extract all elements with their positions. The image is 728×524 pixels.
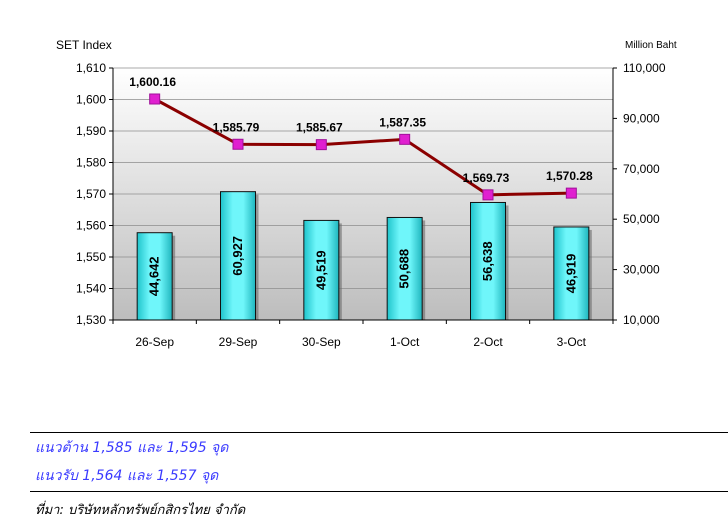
bar-value-label: 44,642 bbox=[147, 256, 162, 296]
left-tick-label: 1,580 bbox=[76, 156, 106, 170]
bar-value-label: 50,688 bbox=[397, 249, 412, 289]
right-tick-label: 30,000 bbox=[623, 263, 660, 277]
x-tick-label: 2-Oct bbox=[473, 335, 503, 349]
right-tick-label: 110,000 bbox=[623, 61, 666, 75]
x-tick-label: 3-Oct bbox=[557, 335, 587, 349]
bar bbox=[386, 216, 423, 321]
bar bbox=[136, 232, 173, 321]
line-marker bbox=[232, 138, 244, 150]
left-tick-label: 1,540 bbox=[76, 282, 106, 296]
line-value-label: 1,570.28 bbox=[546, 169, 593, 183]
left-tick-label: 1,530 bbox=[76, 313, 106, 327]
bar-value-label: 46,919 bbox=[563, 254, 578, 294]
right-axis-title: Million Baht bbox=[625, 40, 677, 51]
right-tick-label: 70,000 bbox=[623, 162, 660, 176]
left-tick-label: 1,560 bbox=[76, 219, 106, 233]
resistance-note: แนวต้าน 1,585 และ 1,595 จุด bbox=[35, 440, 229, 456]
line-value-label: 1,587.35 bbox=[379, 115, 426, 129]
line-value-label: 1,600.16 bbox=[129, 75, 176, 89]
line-marker bbox=[315, 139, 327, 151]
line-marker bbox=[149, 93, 161, 105]
bar bbox=[470, 201, 506, 321]
x-tick-label: 29-Sep bbox=[219, 335, 258, 349]
line-marker bbox=[565, 187, 577, 199]
support-note: แนวรับ 1,564 และ 1,557 จุด bbox=[35, 468, 219, 484]
set-index-line bbox=[153, 97, 572, 197]
source-note: ที่มา: บริษัทหลักทรัพย์กสิกรไทย จำกัด bbox=[35, 503, 246, 518]
divider-top bbox=[30, 432, 728, 433]
x-tick-label: 30-Sep bbox=[302, 335, 341, 349]
left-tick-label: 1,610 bbox=[76, 61, 106, 75]
line-value-label: 1,569.73 bbox=[463, 171, 510, 185]
left-tick-label: 1,590 bbox=[76, 124, 106, 138]
chart-svg: 1,610 1,600 1,590 1,580 1,570 1,560 1,550 1,540… bbox=[76, 61, 666, 349]
right-tick-label: 50,000 bbox=[623, 212, 660, 226]
bar bbox=[220, 191, 256, 321]
left-tick-label: 1,570 bbox=[76, 187, 106, 201]
right-tick-label: 10,000 bbox=[623, 313, 660, 327]
line-marker bbox=[399, 133, 411, 145]
bar bbox=[303, 219, 340, 321]
left-axis-title: SET Index bbox=[56, 38, 112, 52]
chart: SET Index Million Baht 1,610 1,600 1,590 1,… bbox=[56, 38, 677, 349]
line-marker bbox=[482, 189, 494, 201]
bar-value-label: 56,638 bbox=[480, 241, 495, 281]
x-tick-label: 26-Sep bbox=[135, 335, 174, 349]
line-value-label: 1,585.67 bbox=[296, 121, 343, 135]
left-tick-label: 1,600 bbox=[76, 93, 106, 107]
x-tick-label: 1-Oct bbox=[390, 335, 420, 349]
left-tick-label: 1,550 bbox=[76, 250, 106, 264]
bar-value-label: 60,927 bbox=[230, 236, 245, 276]
line-value-label: 1,585.79 bbox=[213, 120, 260, 134]
bar bbox=[553, 226, 590, 321]
divider-bottom bbox=[30, 491, 728, 492]
bar-value-label: 49,519 bbox=[313, 250, 328, 290]
right-tick-label: 90,000 bbox=[623, 111, 660, 125]
